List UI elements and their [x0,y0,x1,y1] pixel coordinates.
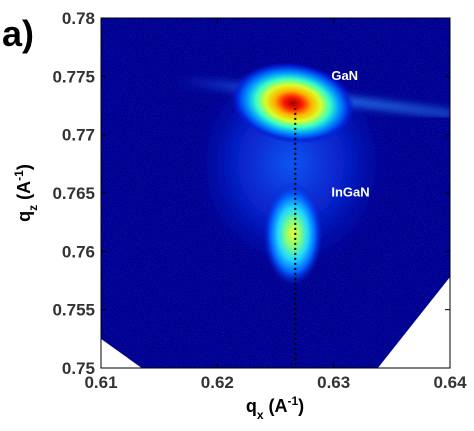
y-tick-label: 0.77 [62,126,95,145]
y-tick-label: 0.75 [62,359,95,378]
axis-label-superscript: -1 [12,170,26,181]
axis-label-subscript: z [26,205,40,211]
y-tick-label: 0.755 [52,301,95,320]
y-axis-label: qz (A-1) [12,164,40,222]
axis-label-subscript: x [257,408,264,422]
y-tick-label: 0.78 [62,9,95,28]
panel-label: a) [2,13,34,54]
axis-label-unit-close: ) [14,164,34,170]
peak-labels: GaN InGaN [331,68,369,200]
x-tick-label: 0.63 [317,373,350,392]
axis-label-base: q [14,211,34,222]
y-tick-label: 0.775 [52,67,95,86]
gan-peak [231,62,355,144]
peak-annotation: GaN [331,68,358,83]
x-axis-ticks: 0.61 0.62 0.63 0.64 [84,18,467,392]
heatmap-area: GaN InGaN [101,18,450,368]
ingan-peak [262,181,323,286]
x-tick-label: 0.61 [84,373,117,392]
axis-label-unit-close: ) [298,396,304,416]
x-tick-label: 0.62 [201,373,234,392]
peak-annotation: InGaN [331,185,369,200]
masked-region [377,277,450,368]
y-tick-label: 0.76 [62,242,95,261]
axis-label-unit: (A [264,396,288,416]
axis-label-unit: (A [14,181,34,205]
axis-label-superscript: -1 [288,394,299,408]
masked-regions [101,277,450,368]
x-tick-label: 0.64 [433,373,467,392]
heatmap-features [172,58,450,286]
masked-region [101,338,142,368]
x-axis-label: qx (A-1) [246,394,304,422]
axis-label-base: q [246,396,257,416]
y-tick-label: 0.765 [52,184,95,203]
y-axis-ticks: 0.75 0.755 0.76 0.765 0.77 0.775 0.78 [52,9,450,378]
